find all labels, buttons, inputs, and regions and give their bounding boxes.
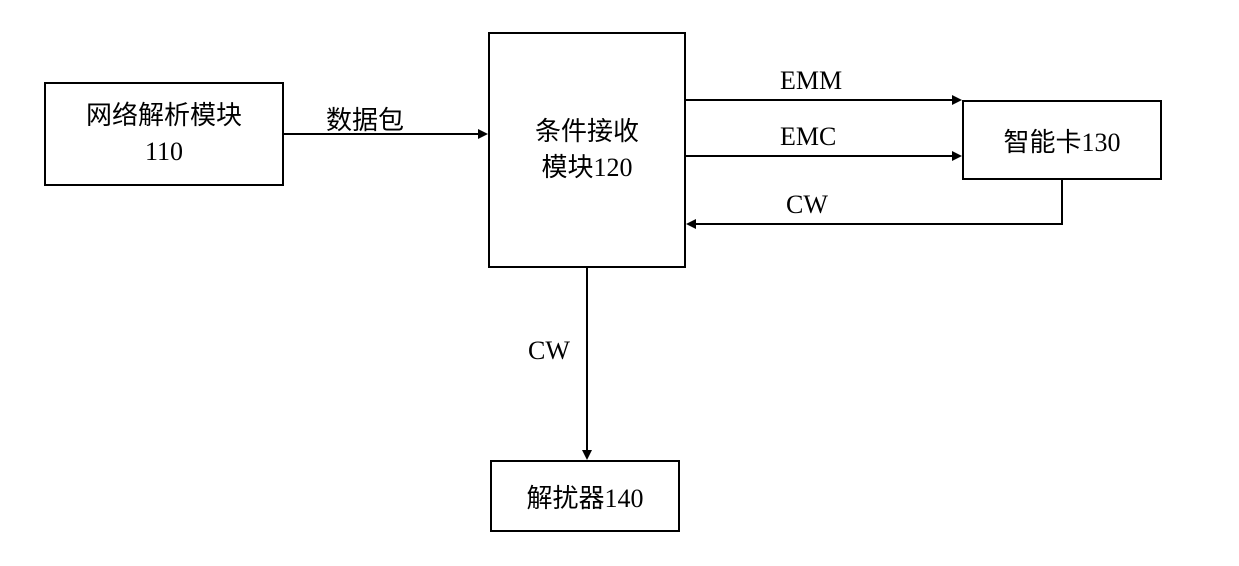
node-conditional-receiver-line2: 模块120: [535, 150, 639, 186]
edge-label-data-packet: 数据包: [326, 100, 404, 137]
node-network-parser: 网络解析模块 110: [44, 82, 284, 186]
edge-label-emc: EMC: [780, 122, 836, 152]
node-smartcard-label: 智能卡130: [1003, 122, 1120, 159]
node-conditional-receiver: 条件接收 模块120: [488, 32, 686, 268]
edge-label-emm: EMM: [780, 66, 842, 96]
node-network-parser-line1: 网络解析模块: [86, 98, 242, 134]
edge-cw-return: [688, 180, 1062, 224]
edge-label-cw-down: CW: [528, 336, 570, 366]
edge-label-cw-return: CW: [786, 190, 828, 220]
node-descrambler-label: 解扰器140: [526, 478, 643, 515]
node-network-parser-line2: 110: [86, 134, 242, 170]
node-descrambler: 解扰器140: [490, 460, 680, 532]
node-conditional-receiver-line1: 条件接收: [535, 114, 639, 150]
node-smartcard: 智能卡130: [962, 100, 1162, 180]
